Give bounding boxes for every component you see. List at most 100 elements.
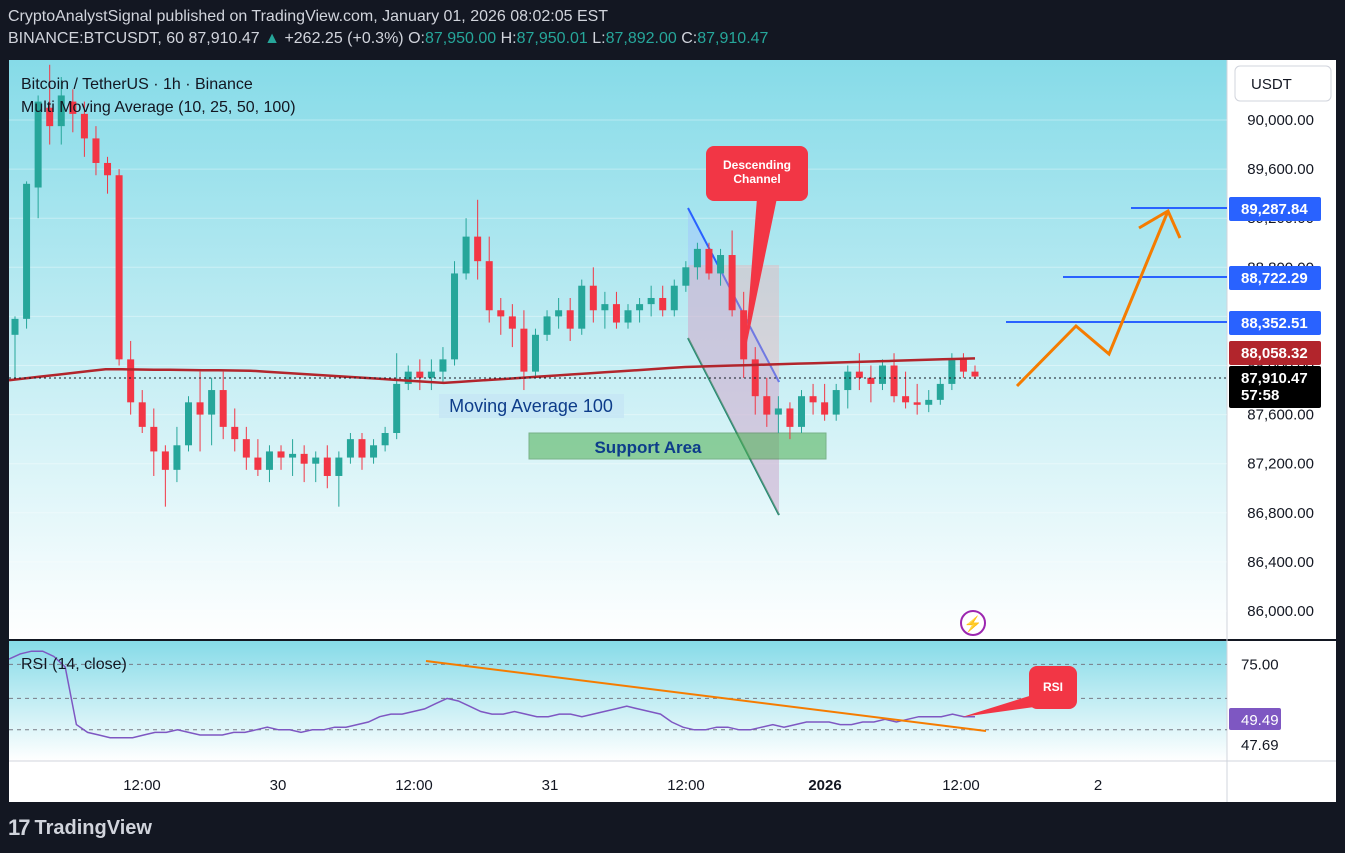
candle [740,291,748,378]
candle [809,383,817,415]
candle [670,279,678,317]
svg-text:88,058.32: 88,058.32 [1241,345,1308,362]
candle [196,371,204,452]
candle [589,267,597,323]
candle [636,297,644,323]
candle [717,248,725,286]
candle [543,310,551,341]
svg-text:88,352.51: 88,352.51 [1241,315,1308,332]
rsi-callout [1029,666,1077,709]
projection-arrowhead [1138,208,1182,239]
symbol-ohlc-line: BINANCE:BTCUSDT, 60 87,910.47 ▲ +262.25 … [8,30,768,48]
candle [925,390,933,413]
candle [92,126,100,176]
candle [855,353,863,391]
low-value: 87,892.00 [605,30,677,47]
lightning-icon[interactable] [960,610,986,636]
x-tick-label: 12:00 [395,777,433,794]
target-price-badge-1: 88,352.51 [1229,311,1321,335]
candle [971,365,979,380]
ma100-line [9,357,976,385]
candle [508,304,516,348]
candle [763,377,771,427]
candle [358,433,366,470]
candle [693,242,701,280]
svg-text:88,722.29: 88,722.29 [1241,270,1308,287]
candle [531,328,539,378]
y-tick-label: 86,800.00 [1247,505,1314,522]
rsi-legend: RSI (14, close) [21,656,127,673]
x-tick-label: 12:00 [123,777,161,794]
candle [647,285,655,317]
open-value: 87,950.00 [424,30,497,47]
projection-path [1015,210,1170,388]
svg-text:49.49: 49.49 [1241,712,1279,729]
candle [936,377,944,405]
support-area [528,432,827,460]
y-tick-label: 89,600.00 [1247,161,1314,178]
candle [150,408,158,476]
rsi-value-badge: 49.49 [1229,708,1281,730]
currency-button[interactable] [1234,65,1332,102]
indicator-legend: Multi Moving Average (10, 25, 50, 100) [21,99,296,116]
candle [23,181,31,329]
ma100-label: Moving Average 100 [449,396,613,416]
close-label: C: [681,30,698,47]
candle [474,199,482,280]
close-value: 87,910.47 [697,30,769,47]
price-chart[interactable]: 90,000.0089,600.0089,200.0088,800.0088,4… [9,60,1336,802]
descending-channel-callout [706,146,808,201]
x-tick-label: 12:00 [667,777,705,794]
rsi-callout-pointer [962,693,1049,717]
candle [277,445,285,470]
candle [115,169,123,366]
candle [682,261,690,292]
x-tick-label: 2 [1094,777,1102,794]
svg-text:87,910.47: 87,910.47 [1241,370,1308,387]
candle [80,101,88,157]
chart-frame[interactable]: 90,000.0089,600.0089,200.0088,800.0088,4… [9,60,1336,802]
rsi-trendline [425,660,987,732]
candle [323,445,331,489]
candle [844,365,852,409]
candle [34,95,42,219]
candle [173,426,181,483]
last-price: 87,910.47 [188,30,260,47]
candle [624,304,632,329]
lightning-icon-glyph: ⚡ [964,615,983,633]
open-label: O: [408,30,425,47]
price-pane-bg [9,60,1227,640]
high-value: 87,950.01 [516,30,588,47]
symbol-label: BINANCE:BTCUSDT, 60 [8,30,185,47]
candle [300,445,308,483]
high-label: H: [500,30,517,47]
candle [404,365,412,391]
descending-channel-callout-label: Descending Channel [723,158,791,186]
rsi-line [9,650,975,739]
candle [612,291,620,329]
tradingview-footer[interactable]: 17 TradingView [8,815,152,841]
callout-pointer [745,198,777,352]
candle [11,316,19,378]
candle [832,383,840,421]
candle [138,390,146,434]
candle [393,353,401,440]
candle [462,218,470,280]
candle [219,371,227,440]
price-change: +262.25 (+0.3%) [284,30,404,47]
low-label: L: [592,30,606,47]
candle [867,365,875,403]
candle [265,445,273,483]
rsi-callout-label: RSI [1043,680,1063,694]
rsi-tick-label: 75.00 [1241,656,1279,673]
candle [451,261,459,366]
x-tick-label: 30 [270,777,287,794]
candle [439,347,447,384]
candle [913,383,921,415]
target-price-badge-3: 89,287.84 [1229,197,1321,221]
candle [416,359,424,391]
candle [601,291,609,329]
x-tick-label: 31 [542,777,559,794]
candle [798,390,806,434]
